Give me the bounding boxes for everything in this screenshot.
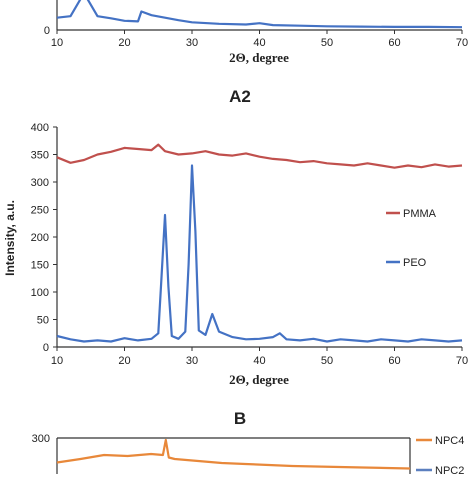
a2-y-axis-label: Intensity, a.u. <box>3 200 17 276</box>
a1-series-line <box>56 0 463 29</box>
a2-legend-label: PEO <box>403 257 427 269</box>
a2-x-tick-label: 10 <box>51 355 63 367</box>
b-series-npc4-line <box>56 438 411 470</box>
a1-x-tick-label: 70 <box>456 37 468 49</box>
a1-x-tick-label: 10 <box>51 37 63 49</box>
a2-y-tick-label: 350 <box>31 150 49 162</box>
panel-b: 300 NPC4 NPC2 <box>32 433 465 477</box>
panel-a2-title: A2 <box>229 87 251 106</box>
a1-y-tick-0: 0 <box>44 25 50 37</box>
a2-y-tick-label: 400 <box>31 122 49 134</box>
a1-x-tick-label: 30 <box>186 37 198 49</box>
a1-x-tick-label: 50 <box>321 37 333 49</box>
a2-y-tick-label: 200 <box>31 232 49 244</box>
a1-x-tick-label: 60 <box>388 37 400 49</box>
a2-y-tick-label: 250 <box>31 205 49 217</box>
a2-x-tick-label: 20 <box>118 355 130 367</box>
a2-x-tick-label: 60 <box>388 355 400 367</box>
a2-x-tick-label: 40 <box>253 355 265 367</box>
panel-b-title: B <box>234 409 246 428</box>
a1-x-axis-label: 2Θ, degree <box>229 50 289 65</box>
panel-a1: 0 10 20 30 40 50 60 70 2Θ, degree <box>44 0 468 65</box>
a2-legend-label: PMMA <box>403 208 437 220</box>
b-legend-label: NPC2 <box>435 465 464 474</box>
a2-y-tick-label: 0 <box>43 342 49 354</box>
a2-x-tick-label: 50 <box>321 355 333 367</box>
a1-x-tick-label: 20 <box>118 37 130 49</box>
b-y-tick-300: 300 <box>32 433 50 445</box>
a2-series-pmma-line <box>56 143 463 169</box>
a2-x-tick-label: 30 <box>186 355 198 367</box>
a2-series-peo-line <box>56 164 463 343</box>
b-legend-label: NPC4 <box>435 435 464 447</box>
a2-x-tick-label: 70 <box>456 355 468 367</box>
a2-y-tick-label: 300 <box>31 177 49 189</box>
a2-y-tick-label: 150 <box>31 260 49 272</box>
a2-x-axis-label: 2Θ, degree <box>229 372 289 387</box>
a2-y-tick-label: 50 <box>37 315 49 327</box>
a1-x-tick-label: 40 <box>253 37 265 49</box>
a2-y-tick-label: 100 <box>31 287 49 299</box>
